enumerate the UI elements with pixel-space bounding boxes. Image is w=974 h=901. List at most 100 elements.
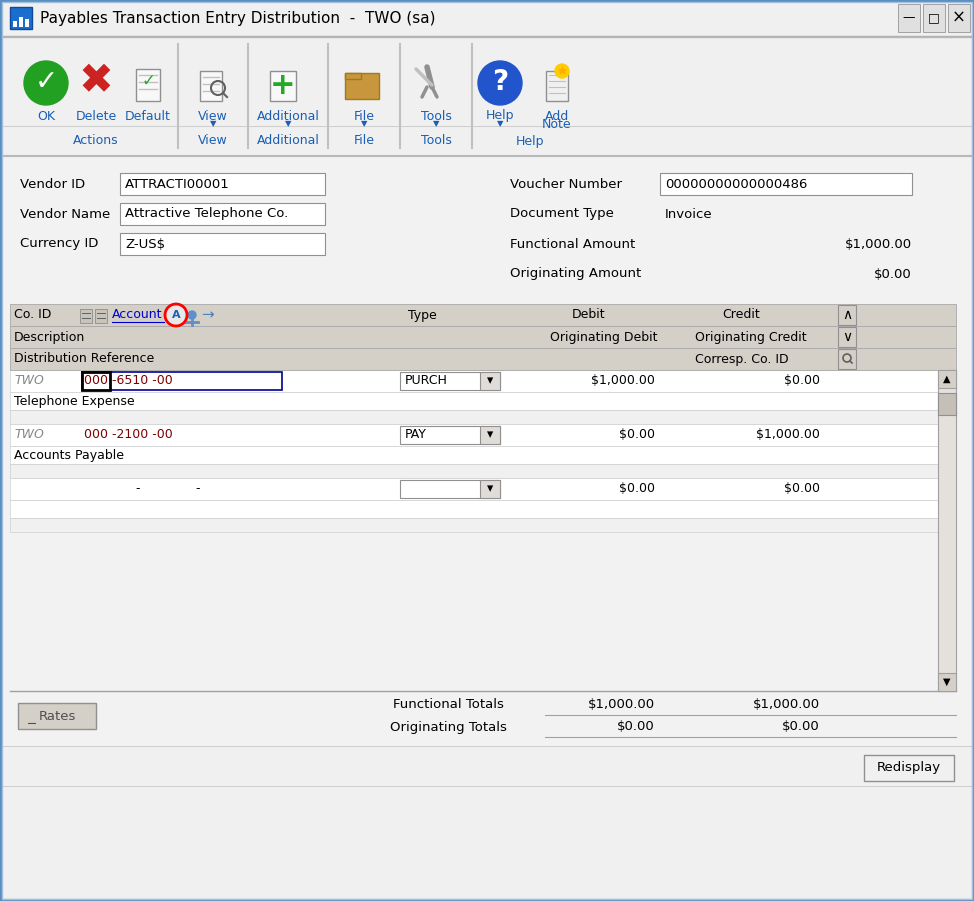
Text: Attractive Telephone Co.: Attractive Telephone Co.: [125, 207, 288, 221]
Text: Tools: Tools: [421, 110, 451, 123]
Bar: [923, 4, 945, 32]
Bar: [2, 1, 972, 36]
Circle shape: [478, 61, 522, 105]
Text: ▼: ▼: [360, 120, 367, 129]
Bar: [10, 370, 938, 392]
Text: ×: ×: [952, 9, 966, 27]
Text: View: View: [198, 110, 228, 123]
Text: Invoice: Invoice: [665, 207, 713, 221]
Text: ∧: ∧: [842, 308, 852, 322]
Text: Z-US$: Z-US$: [125, 238, 166, 250]
Text: Default: Default: [125, 110, 171, 123]
Text: Voucher Number: Voucher Number: [510, 177, 622, 190]
Text: File: File: [354, 110, 374, 123]
Bar: [938, 370, 956, 691]
Text: Originating Debit: Originating Debit: [550, 331, 657, 343]
Bar: [2, 36, 972, 156]
Text: □: □: [928, 12, 940, 24]
Text: +: +: [270, 70, 296, 99]
Bar: [10, 326, 956, 348]
Bar: [10, 518, 938, 532]
Text: $0.00: $0.00: [619, 429, 655, 441]
Circle shape: [165, 304, 187, 326]
Bar: [345, 73, 379, 99]
Text: PURCH: PURCH: [405, 375, 448, 387]
Text: ATTRACTI00001: ATTRACTI00001: [125, 177, 230, 190]
Bar: [10, 424, 938, 446]
Bar: [400, 480, 500, 498]
Text: ?: ?: [492, 68, 508, 96]
Bar: [660, 173, 912, 195]
Text: -: -: [196, 483, 201, 496]
Text: Additional: Additional: [256, 134, 319, 148]
Bar: [480, 426, 500, 444]
Text: PAY: PAY: [405, 429, 427, 441]
Text: TWO: TWO: [14, 429, 44, 441]
Text: ★: ★: [556, 65, 568, 77]
Text: ▾: ▾: [487, 429, 493, 441]
Text: $1,000.00: $1,000.00: [844, 238, 912, 250]
Text: Actions: Actions: [73, 134, 119, 148]
Circle shape: [24, 61, 68, 105]
Text: Co. ID: Co. ID: [14, 308, 52, 322]
Text: $0.00: $0.00: [619, 483, 655, 496]
Bar: [10, 446, 938, 464]
Text: Add: Add: [544, 110, 569, 123]
Text: Originating Totals: Originating Totals: [390, 721, 506, 733]
Text: Tools: Tools: [421, 134, 451, 148]
Bar: [864, 755, 954, 781]
Bar: [2, 746, 972, 786]
Bar: [136, 69, 160, 101]
Bar: [82, 372, 110, 390]
Text: $0.00: $0.00: [618, 721, 655, 733]
Bar: [200, 71, 222, 101]
Bar: [2, 156, 972, 746]
Text: Redisplay: Redisplay: [877, 761, 941, 775]
Text: -: -: [135, 483, 140, 496]
Text: 00000000000000486: 00000000000000486: [665, 177, 807, 190]
Text: ▼: ▼: [432, 120, 439, 129]
Bar: [938, 370, 956, 388]
Bar: [546, 71, 568, 101]
Text: $1,000.00: $1,000.00: [588, 698, 655, 712]
Text: Vendor ID: Vendor ID: [20, 177, 85, 190]
Text: Originating Credit: Originating Credit: [695, 331, 806, 343]
Text: Payables Transaction Entry Distribution  -  TWO (sa): Payables Transaction Entry Distribution …: [40, 11, 435, 25]
Bar: [270, 71, 296, 101]
Bar: [400, 372, 500, 390]
Bar: [10, 7, 32, 29]
Bar: [82, 372, 282, 390]
Text: ∨: ∨: [842, 330, 852, 344]
Text: $0.00: $0.00: [784, 483, 820, 496]
Circle shape: [555, 64, 569, 78]
Text: ✓: ✓: [141, 72, 155, 90]
Bar: [948, 4, 970, 32]
Bar: [480, 480, 500, 498]
Text: Telephone Expense: Telephone Expense: [14, 395, 134, 407]
Text: File: File: [354, 134, 374, 148]
Bar: [10, 464, 938, 478]
Text: Help: Help: [486, 110, 514, 123]
Text: Help: Help: [516, 134, 544, 148]
Bar: [938, 393, 956, 415]
Bar: [10, 392, 938, 410]
Text: —: —: [903, 12, 916, 24]
Text: Functional Amount: Functional Amount: [510, 238, 635, 250]
Text: Rates: Rates: [38, 709, 76, 723]
Text: $0.00: $0.00: [875, 268, 912, 280]
Text: Distribution Reference: Distribution Reference: [14, 352, 154, 366]
Text: Accounts Payable: Accounts Payable: [14, 449, 124, 461]
Text: $0.00: $0.00: [782, 721, 820, 733]
Text: Debit: Debit: [572, 308, 605, 322]
Bar: [938, 673, 956, 691]
Bar: [400, 426, 500, 444]
Text: Credit: Credit: [723, 308, 760, 322]
Bar: [19, 17, 23, 27]
Text: Type: Type: [408, 308, 436, 322]
Bar: [95, 309, 107, 323]
Bar: [838, 305, 856, 325]
Text: Corresp. Co. ID: Corresp. Co. ID: [695, 352, 789, 366]
Bar: [345, 73, 361, 79]
Text: Currency ID: Currency ID: [20, 238, 98, 250]
Bar: [10, 348, 956, 370]
